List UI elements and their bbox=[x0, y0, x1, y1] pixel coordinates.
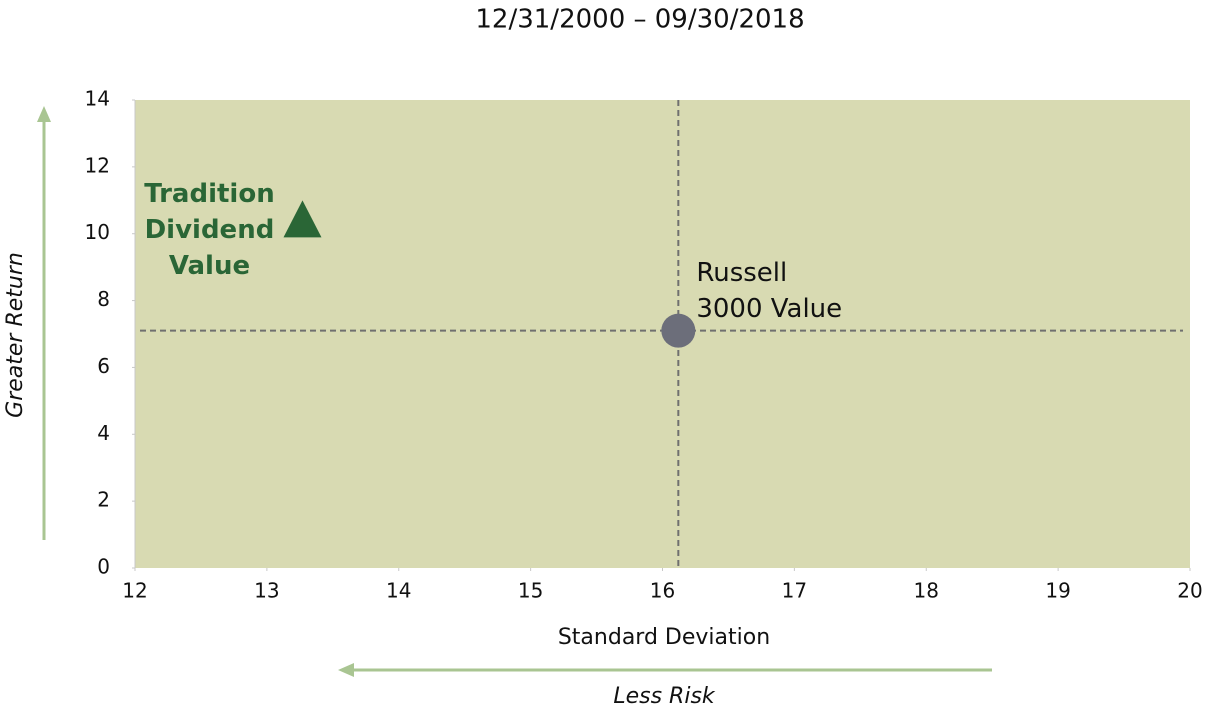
point-label: Russell 3000 Value bbox=[696, 257, 843, 324]
y-tick-label: 4 bbox=[97, 421, 110, 445]
x-tick-label: 13 bbox=[254, 579, 279, 603]
y-tick-label: 14 bbox=[85, 87, 110, 111]
arrow-head bbox=[338, 663, 354, 677]
point bbox=[661, 313, 696, 348]
x-tick-label: 16 bbox=[650, 579, 675, 603]
y-tick-label: 8 bbox=[97, 287, 110, 311]
x-tick-label: 19 bbox=[1045, 579, 1070, 603]
point bbox=[283, 200, 322, 238]
y-tick-label: 2 bbox=[97, 488, 110, 512]
x-axis-label: Standard Deviation bbox=[558, 625, 770, 650]
annotation: Less Risk bbox=[613, 684, 716, 709]
y-tick-label: 0 bbox=[97, 555, 110, 579]
y-tick-label: 6 bbox=[97, 354, 110, 378]
y-tick-label: 10 bbox=[85, 220, 110, 244]
chart-title: 12/31/2000 – 09/30/2018 bbox=[475, 5, 804, 35]
x-tick-label: 14 bbox=[386, 579, 411, 603]
x-tick-label: 17 bbox=[782, 579, 807, 603]
x-tick-label: 18 bbox=[914, 579, 939, 603]
x-tick-label: 20 bbox=[1177, 579, 1202, 603]
arrow-head bbox=[37, 106, 51, 122]
point-label: Tradition Dividend Value bbox=[144, 179, 275, 282]
y-tick-label: 12 bbox=[85, 153, 110, 177]
x-tick-label: 12 bbox=[122, 579, 147, 603]
y-axis-label: Greater Return bbox=[3, 252, 28, 418]
x-tick-label: 15 bbox=[518, 579, 543, 603]
